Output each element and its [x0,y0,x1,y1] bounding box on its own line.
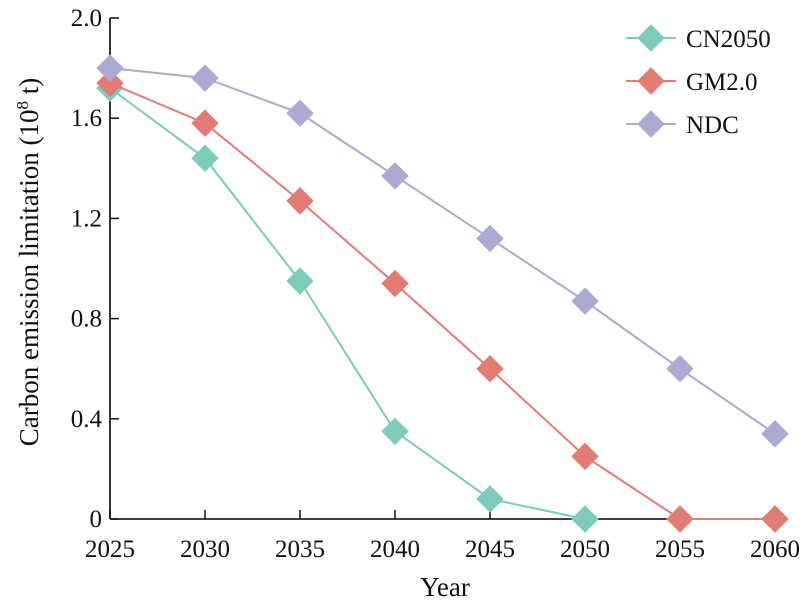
series-line [109,87,586,520]
legend-item: GM2.0 [626,67,758,96]
data-point-marker [761,420,789,448]
y-axis-title-superscript: 8 [13,101,32,110]
series-layer [96,54,789,533]
y-tick-label: 2.0 [71,5,102,32]
x-tick-label: 2050 [560,536,610,563]
data-point-marker [381,417,409,446]
legend-marker [637,24,665,52]
data-point-marker [191,109,219,137]
data-point-marker [286,99,314,127]
data-point-marker [191,64,219,92]
legend-item: NDC [626,110,739,139]
data-point-marker [286,187,314,215]
legend-label: GM2.0 [686,69,758,96]
data-point-marker [381,269,409,298]
data-point-marker [476,485,504,513]
y-tick-label: 0.8 [71,306,102,333]
axes: 0 0.4 0.8 1.2 1.6 2.0 2025 2030 2035 2040 2045 2050… [71,5,800,563]
data-point-marker [666,354,694,383]
y-axis-title-main: Carbon emission limitation (10 [14,110,44,447]
data-point-marker [476,224,504,253]
y-tick-label: 0.4 [71,406,103,433]
legend-label: NDC [686,112,739,139]
data-point-marker [191,144,219,172]
x-tick-label: 2030 [180,536,230,563]
data-point-marker [571,505,599,533]
x-tick-label: 2055 [655,536,705,563]
data-point-marker [96,54,124,82]
data-point-marker [666,505,694,533]
y-tick-label: 1.2 [71,205,102,232]
x-tick-label: 2035 [275,536,325,563]
legend-marker [637,67,665,95]
legend-label: CN2050 [686,26,771,53]
legend: CN2050 GM2.0 NDC [626,24,771,139]
x-tick-label: 2040 [370,536,420,563]
data-point-marker [571,287,599,315]
data-point-marker [761,505,789,533]
series-line [109,82,775,520]
data-point-marker [476,354,504,383]
y-tick-label: 0 [90,506,103,533]
data-point-marker [381,162,409,190]
x-tick-label: 2045 [465,536,515,563]
x-tick-label: 2060 [750,536,800,563]
x-tick-label: 2025 [85,536,135,563]
series-line [109,67,776,435]
y-axis-title-text: Carbon emission limitation (108 t) [13,78,44,446]
y-axis-title: Carbon emission limitation (108 t) [13,78,44,446]
y-tick-label: 1.6 [71,105,102,132]
series-gm2-0 [96,69,789,533]
data-point-marker [571,442,599,471]
data-point-marker [286,267,314,295]
series-ndc [96,54,789,448]
legend-marker [637,110,665,138]
y-axis-title-suffix: t) [14,78,44,101]
data-point-marker [96,69,124,97]
legend-item: CN2050 [626,24,771,53]
x-axis-title: Year [420,572,470,602]
